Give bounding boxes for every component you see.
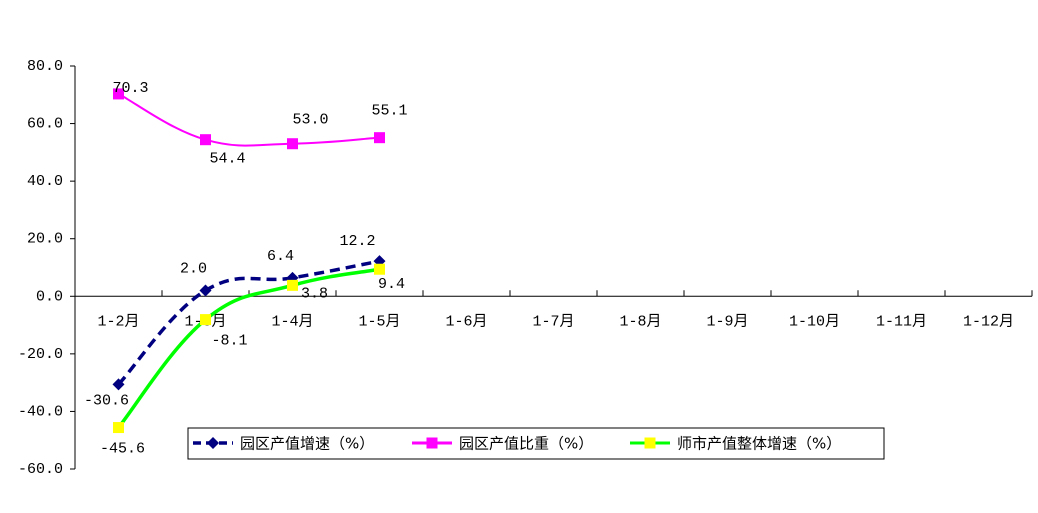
- marker: [200, 314, 211, 326]
- marker: [112, 378, 125, 391]
- x-tick-label: 1-5月: [358, 313, 400, 330]
- data-label: 9.4: [378, 276, 405, 293]
- data-label: 3.8: [301, 285, 328, 302]
- marker: [113, 88, 124, 100]
- data-label: 6.4: [267, 248, 294, 265]
- marker: [199, 284, 212, 297]
- x-tick-label: 1-10月: [789, 313, 840, 330]
- marker: [644, 437, 656, 449]
- marker: [374, 132, 385, 144]
- x-tick-label: 1-6月: [445, 313, 487, 330]
- data-label: -8.1: [211, 333, 247, 350]
- data-label: 53.0: [292, 112, 328, 129]
- marker: [200, 134, 211, 146]
- y-tick-label: -40.0: [18, 403, 63, 420]
- marker: [426, 437, 438, 449]
- data-label: 2.0: [180, 260, 207, 277]
- series-line: [117, 267, 380, 429]
- legend-label: 园区产值增速（%）: [240, 435, 374, 453]
- legend-label: 师市产值整体增速（%）: [677, 435, 841, 453]
- data-label: 55.1: [371, 103, 407, 120]
- marker: [374, 263, 385, 275]
- marker: [287, 279, 298, 291]
- x-tick-label: 1-4月: [271, 313, 313, 330]
- series-line: [118, 93, 380, 147]
- legend-label: 园区产值比重（%）: [459, 435, 593, 453]
- y-tick-label: 40.0: [27, 173, 63, 190]
- x-tick-label: 1-2月: [97, 313, 139, 330]
- x-tick-label: 1-7月: [532, 313, 574, 330]
- y-tick-label: 0.0: [36, 288, 63, 305]
- legend: 园区产值增速（%） 园区产值比重（%） 师市产值整体增速（%）: [187, 427, 885, 460]
- data-label: -45.6: [100, 441, 145, 458]
- x-tick-label: 1-9月: [706, 313, 748, 330]
- y-tick-label: -20.0: [18, 346, 63, 363]
- x-tick-label: 1-8月: [619, 313, 661, 330]
- y-tick-label: 20.0: [27, 231, 63, 248]
- marker: [287, 138, 298, 150]
- legend-box: [187, 427, 885, 460]
- data-label: 54.4: [209, 151, 245, 168]
- x-tick-label: 1-12月: [963, 313, 1014, 330]
- x-tick-label: 1-11月: [876, 313, 927, 330]
- data-label: -30.6: [84, 392, 129, 409]
- series-line: [117, 259, 380, 386]
- y-tick-label: 60.0: [27, 116, 63, 133]
- data-label: 70.3: [112, 80, 148, 97]
- data-label: 12.2: [339, 233, 375, 250]
- marker: [113, 422, 124, 434]
- y-tick-label: -60.0: [18, 461, 63, 478]
- marker: [207, 437, 219, 449]
- y-tick-label: 80.0: [27, 58, 63, 75]
